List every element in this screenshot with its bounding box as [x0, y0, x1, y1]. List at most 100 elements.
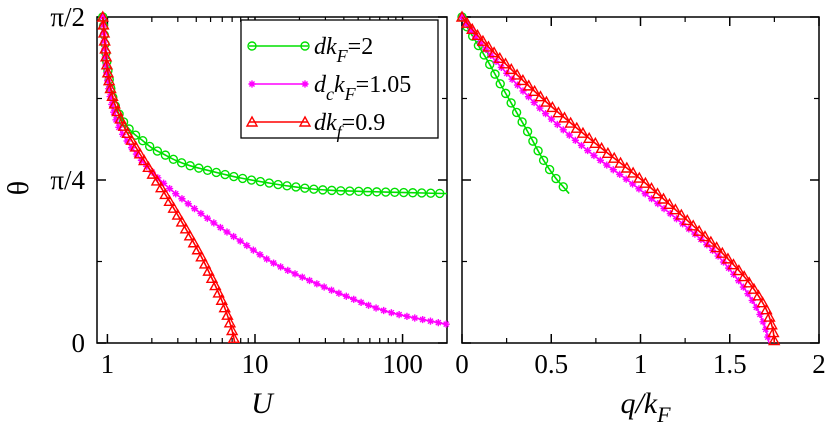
- data-point: [756, 310, 764, 319]
- data-point: [510, 68, 524, 80]
- data-point: [620, 161, 634, 173]
- data-point: [609, 166, 617, 174]
- data-point: [472, 33, 480, 41]
- data-point: [190, 205, 199, 213]
- data-point: [159, 188, 172, 200]
- data-point: [185, 161, 195, 171]
- data-point: [528, 84, 541, 97]
- data-point: [614, 156, 627, 168]
- data-point: [513, 81, 522, 89]
- data-point: [168, 154, 179, 165]
- data-point: [487, 51, 495, 59]
- x-tick-label: 10: [241, 349, 268, 379]
- data-point: [743, 276, 756, 288]
- data-point: [467, 26, 475, 34]
- x-tick-label: 1: [101, 349, 115, 379]
- data-point: [282, 181, 292, 191]
- data-point: [313, 280, 321, 288]
- legend-marker: [245, 115, 259, 127]
- data-point: [558, 182, 568, 192]
- data-point: [759, 318, 767, 326]
- data-point: [399, 187, 409, 198]
- data-point: [645, 181, 658, 194]
- data-point: [125, 133, 138, 145]
- data-point: [485, 59, 495, 70]
- data-point: [284, 266, 292, 275]
- data-point: [590, 151, 598, 160]
- data-point: [114, 112, 127, 124]
- data-point: [756, 296, 769, 308]
- y-tick-label: π/4: [50, 165, 85, 195]
- data-point: [426, 188, 436, 198]
- data-point: [215, 293, 228, 305]
- legend-label: dkF=2: [314, 34, 373, 66]
- data-point: [763, 310, 776, 322]
- data-point: [732, 264, 746, 276]
- data-point: [426, 317, 435, 325]
- data-point: [477, 39, 485, 47]
- data-point: [163, 194, 176, 206]
- data-point: [633, 171, 646, 183]
- y-tick-label: π/2: [50, 2, 85, 32]
- data-point: [559, 126, 567, 134]
- data-point: [305, 276, 314, 285]
- legend-label: dckF=1.05: [314, 72, 411, 104]
- data-point: [395, 311, 403, 319]
- data-point: [408, 188, 418, 198]
- data-point: [128, 144, 136, 152]
- data-point: [202, 264, 215, 276]
- data-point: [364, 301, 373, 309]
- data-point: [115, 123, 123, 131]
- data-point: [191, 243, 204, 255]
- data-point: [387, 309, 395, 317]
- data-point: [442, 320, 450, 328]
- data-point: [522, 79, 535, 91]
- data-point: [704, 235, 718, 247]
- data-point: [538, 155, 549, 166]
- data-point: [183, 229, 197, 241]
- data-point: [411, 314, 419, 322]
- data-point: [166, 184, 174, 193]
- data-point: [138, 135, 148, 146]
- data-point: [608, 151, 621, 163]
- x-tick-label: 2: [812, 349, 826, 379]
- data-point: [372, 187, 382, 197]
- data-point: [255, 176, 266, 187]
- data-point: [237, 173, 248, 184]
- data-point: [681, 213, 694, 226]
- data-point: [291, 182, 301, 192]
- data-point: [546, 100, 559, 113]
- data-point: [256, 251, 264, 259]
- y-tick-label: 0: [72, 328, 86, 358]
- data-point: [117, 119, 130, 131]
- data-point: [517, 117, 527, 127]
- data-point: [737, 270, 751, 282]
- data-point: [291, 270, 299, 278]
- data-point: [218, 301, 231, 313]
- data-point: [403, 312, 411, 320]
- data-point: [111, 105, 124, 117]
- legend-entry: dkf=0.9: [245, 110, 385, 142]
- data-point: [519, 87, 527, 95]
- legend-marker: [298, 115, 312, 127]
- data-point: [541, 110, 550, 118]
- legend-marker: [301, 80, 309, 88]
- data-point: [601, 146, 615, 158]
- data-point: [211, 167, 221, 178]
- data-point: [500, 88, 511, 99]
- data-point: [476, 34, 490, 46]
- data-point: [721, 252, 735, 264]
- data-point: [584, 146, 592, 155]
- data-point: [635, 185, 643, 193]
- data-point: [434, 319, 442, 327]
- data-point: [752, 303, 760, 311]
- data-point: [534, 90, 547, 102]
- legend-marker: [248, 80, 256, 88]
- data-point: [230, 232, 238, 241]
- data-point: [171, 208, 184, 220]
- data-point: [505, 62, 518, 75]
- data-point: [205, 271, 219, 284]
- data-point: [760, 303, 773, 315]
- data-point: [142, 160, 155, 173]
- data-point: [160, 179, 168, 187]
